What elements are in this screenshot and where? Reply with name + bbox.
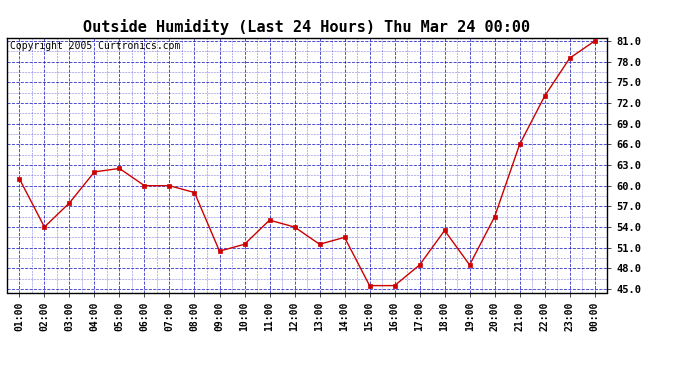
- Title: Outside Humidity (Last 24 Hours) Thu Mar 24 00:00: Outside Humidity (Last 24 Hours) Thu Mar…: [83, 19, 531, 35]
- Text: Copyright 2005 Curtronics.com: Copyright 2005 Curtronics.com: [10, 41, 180, 51]
